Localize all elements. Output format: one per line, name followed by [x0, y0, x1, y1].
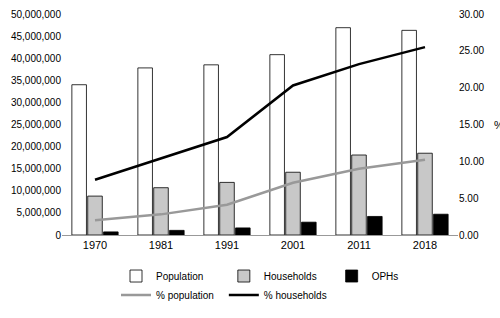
- svg-text:50,000,000: 50,000,000: [11, 9, 61, 20]
- svg-text:10,000,000: 10,000,000: [11, 185, 61, 196]
- svg-text:%: %: [494, 119, 500, 131]
- svg-text:5.00: 5.00: [459, 193, 479, 204]
- svg-text:35,000,000: 35,000,000: [11, 75, 61, 86]
- svg-text:% households: % households: [264, 290, 327, 301]
- svg-text:15,000,000: 15,000,000: [11, 163, 61, 174]
- svg-text:45,000,000: 45,000,000: [11, 31, 61, 42]
- svg-text:1970: 1970: [83, 239, 107, 251]
- svg-text:5,000,000: 5,000,000: [17, 207, 62, 218]
- svg-text:2001: 2001: [281, 239, 305, 251]
- svg-text:% population: % population: [156, 290, 214, 301]
- svg-text:25,000,000: 25,000,000: [11, 119, 61, 130]
- svg-text:25.00: 25.00: [459, 45, 484, 56]
- svg-text:0.00: 0.00: [459, 230, 479, 241]
- svg-text:Households: Households: [264, 271, 317, 282]
- svg-text:2011: 2011: [347, 239, 371, 251]
- svg-text:30.00: 30.00: [459, 9, 484, 20]
- svg-text:Population: Population: [156, 271, 203, 282]
- svg-text:20,000,000: 20,000,000: [11, 141, 61, 152]
- svg-text:20.00: 20.00: [459, 82, 484, 93]
- svg-text:1991: 1991: [215, 239, 239, 251]
- svg-text:40,000,000: 40,000,000: [11, 53, 61, 64]
- svg-text:10.00: 10.00: [459, 156, 484, 167]
- svg-text:0: 0: [55, 230, 61, 241]
- svg-text:2018: 2018: [413, 239, 437, 251]
- svg-text:OPHs: OPHs: [372, 271, 399, 282]
- svg-text:1981: 1981: [149, 239, 173, 251]
- svg-text:15.00: 15.00: [459, 119, 484, 130]
- svg-text:30,000,000: 30,000,000: [11, 97, 61, 108]
